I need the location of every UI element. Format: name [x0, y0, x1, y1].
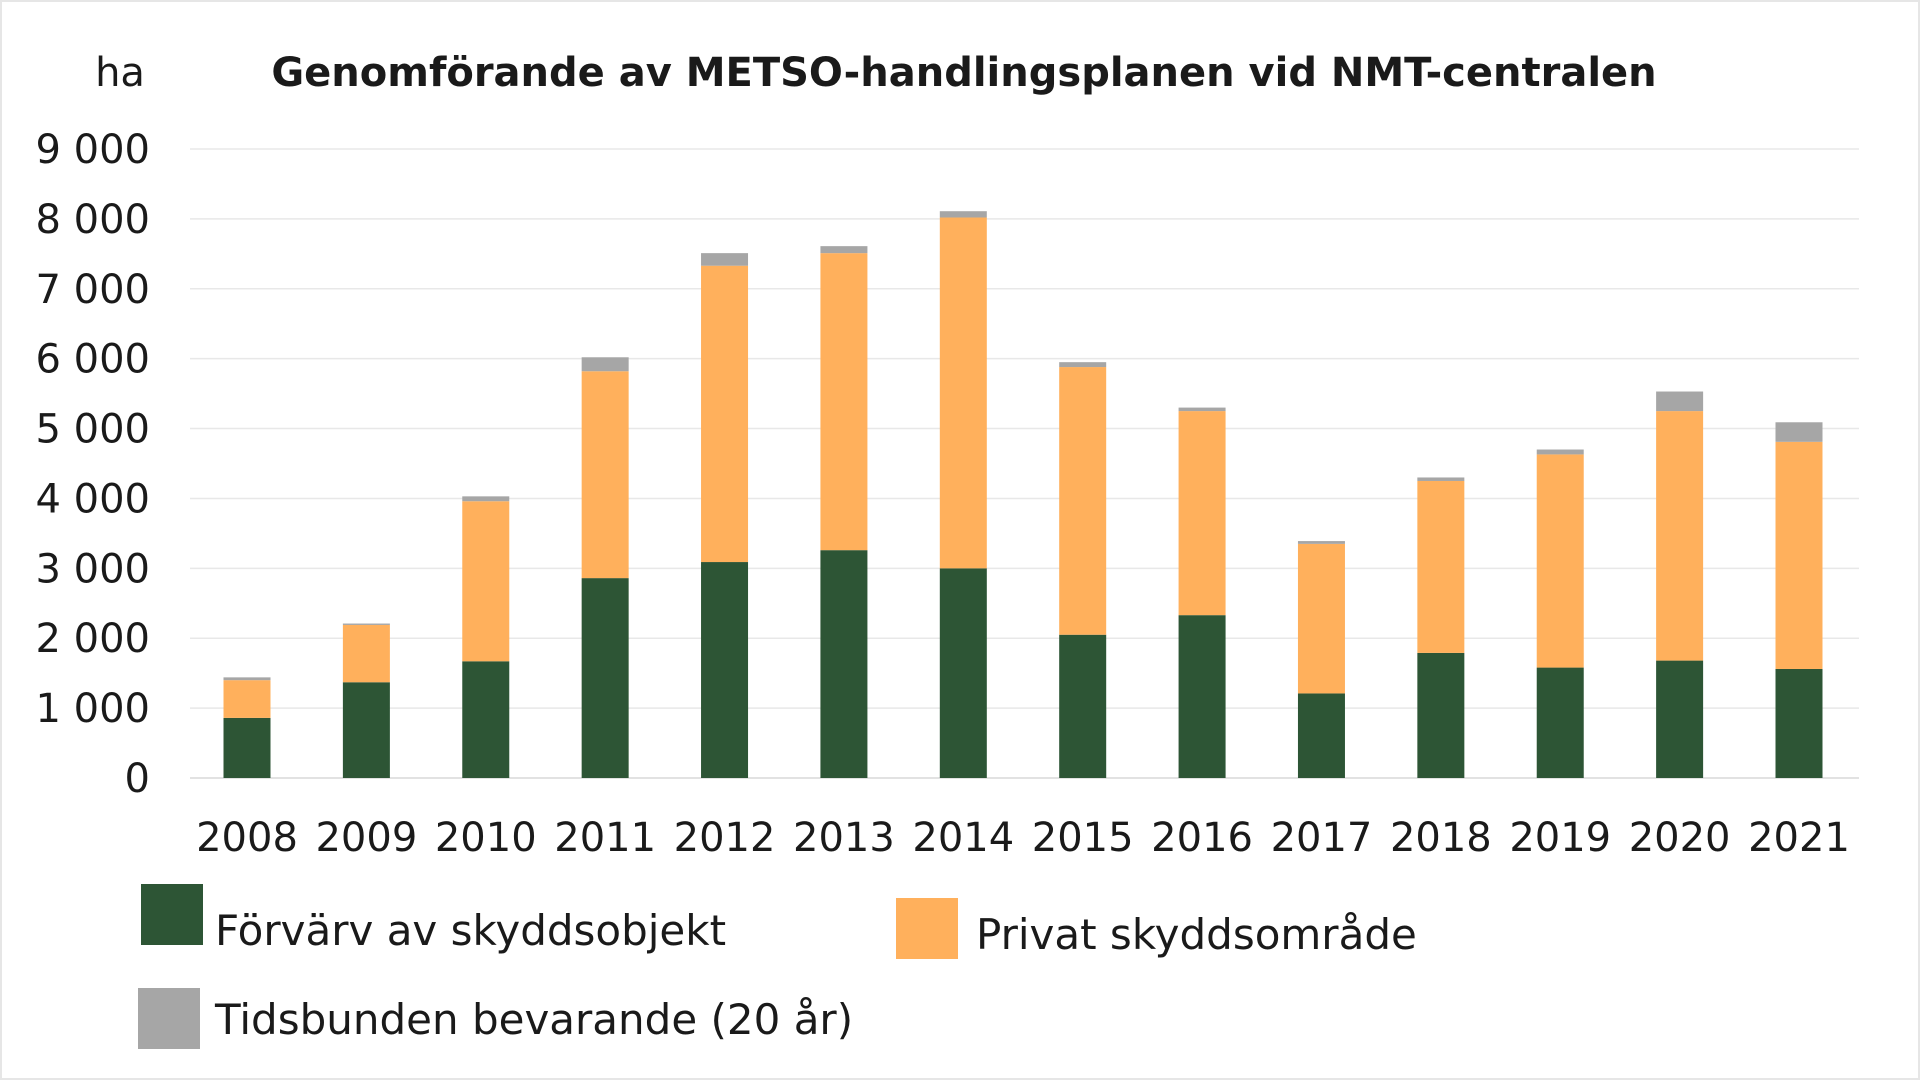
- bar-segment: [1178, 407, 1226, 412]
- y-tick-label: 1 000: [35, 686, 150, 732]
- legend-swatch: [138, 988, 200, 1049]
- y-tick-label: 5 000: [35, 407, 150, 453]
- bar-segment: [1059, 634, 1107, 778]
- bar-segment: [1417, 480, 1465, 653]
- bar-segment: [939, 568, 987, 778]
- bar-segment: [223, 717, 271, 778]
- chart-title: Genomförande av METSO-handlingsplanen vi…: [271, 50, 1656, 96]
- bar-segment: [1656, 411, 1704, 661]
- bar-segment: [1656, 660, 1704, 778]
- bar-segment: [1297, 543, 1345, 694]
- bar-segment: [1417, 652, 1465, 778]
- y-axis-unit-label: ha: [95, 50, 145, 96]
- bar-segment: [1059, 367, 1107, 635]
- bar-segment: [1536, 667, 1584, 778]
- bar-segment: [1775, 422, 1823, 442]
- legend-swatch: [896, 898, 958, 959]
- x-tick-label: 2017: [1271, 815, 1373, 861]
- legend-swatch: [141, 884, 203, 945]
- bar-segment: [939, 211, 987, 218]
- bar-segment: [462, 501, 510, 662]
- bar-segment: [342, 682, 390, 778]
- bar-segment: [1417, 477, 1465, 481]
- bar-segment: [1775, 668, 1823, 778]
- bar-segment: [581, 357, 629, 372]
- bar-segment: [701, 265, 749, 563]
- legend-label: Privat skyddsområde: [976, 910, 1417, 959]
- bar-segment: [462, 496, 510, 502]
- bar-segment: [1059, 362, 1107, 368]
- bar-segment: [1297, 693, 1345, 778]
- bar-segment: [1297, 541, 1345, 544]
- bar-segment: [820, 246, 868, 254]
- bar-segment: [701, 253, 749, 266]
- x-tick-label: 2009: [315, 815, 417, 861]
- bar-segment: [1536, 449, 1584, 455]
- x-tick-label: 2012: [674, 815, 776, 861]
- x-tick-label: 2018: [1390, 815, 1492, 861]
- bar-segment: [342, 623, 390, 625]
- bar-segment: [820, 253, 868, 551]
- y-tick-label: 2 000: [35, 616, 150, 662]
- x-tick-label: 2015: [1032, 815, 1134, 861]
- y-tick-label: 6 000: [35, 337, 150, 383]
- bar-segment: [820, 550, 868, 778]
- y-tick-label: 9 000: [35, 127, 150, 173]
- bar-segment: [1178, 411, 1226, 616]
- y-tick-label: 3 000: [35, 546, 150, 592]
- x-tick-label: 2016: [1151, 815, 1253, 861]
- x-tick-label: 2010: [435, 815, 537, 861]
- bar-segment: [1656, 391, 1704, 412]
- x-tick-label: 2011: [554, 815, 656, 861]
- bar-segment: [701, 562, 749, 778]
- bar-segment: [342, 624, 390, 683]
- x-tick-label: 2020: [1629, 815, 1731, 861]
- x-tick-label: 2019: [1509, 815, 1611, 861]
- bar-segment: [1775, 441, 1823, 669]
- x-tick-label: 2013: [793, 815, 895, 861]
- bar-segment: [1536, 454, 1584, 668]
- x-tick-label: 2021: [1748, 815, 1850, 861]
- bar-segment: [581, 578, 629, 778]
- bar-segment: [939, 217, 987, 569]
- x-tick-label: 2008: [196, 815, 298, 861]
- x-tick-label: 2014: [912, 815, 1014, 861]
- y-tick-label: 7 000: [35, 267, 150, 313]
- y-tick-label: 0: [125, 756, 150, 802]
- y-tick-label: 8 000: [35, 197, 150, 243]
- bar-segment: [1178, 615, 1226, 778]
- legend-label: Tidsbunden bevarande (20 år): [214, 995, 853, 1044]
- y-tick-label: 4 000: [35, 476, 150, 522]
- legend-label: Förvärv av skyddsobjekt: [215, 906, 726, 955]
- bar-segment: [223, 680, 271, 718]
- bar-segment: [581, 371, 629, 579]
- bar-segment: [462, 661, 510, 778]
- bar-segment: [223, 677, 271, 681]
